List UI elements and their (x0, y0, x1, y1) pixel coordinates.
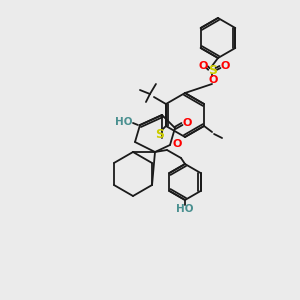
Text: O: O (172, 139, 182, 149)
Text: S: S (155, 128, 164, 140)
Text: O: O (220, 61, 230, 71)
Text: S: S (208, 64, 217, 76)
Text: O: O (198, 61, 208, 71)
Text: HO: HO (115, 117, 133, 127)
Text: HO: HO (176, 204, 194, 214)
Text: O: O (208, 75, 218, 85)
Text: O: O (182, 118, 192, 128)
